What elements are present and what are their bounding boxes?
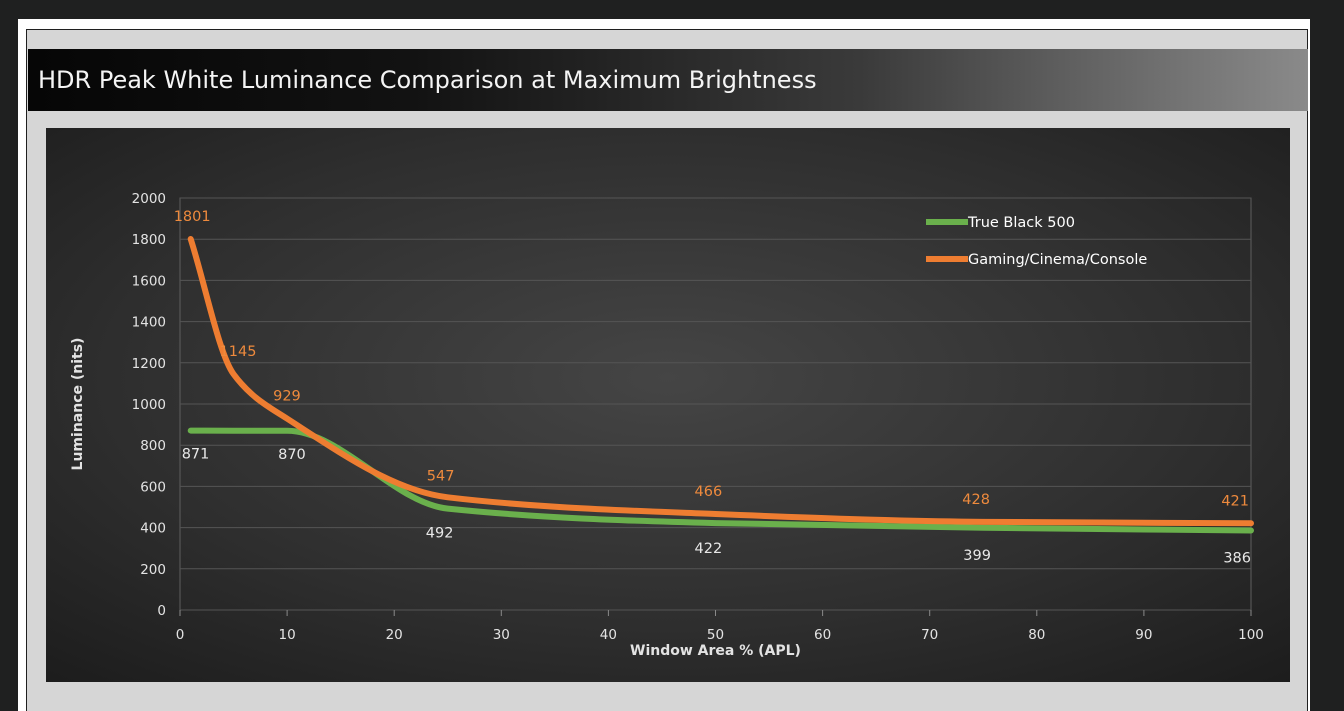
y-tick-label: 600 [140,479,166,495]
chart-frame: HDR Peak White Luminance Comparison at M… [26,29,1308,711]
data-label-gaming: 428 [962,492,990,508]
data-label-gaming: 466 [695,484,723,500]
data-label-true-black: 492 [426,526,454,542]
data-label-true-black: 386 [1223,550,1251,566]
y-tick-label: 800 [140,438,166,454]
data-label-layer: 871 870 492 422 399 386 1801 1145 929 547 466 428 42… [174,209,1251,566]
y-tick-label: 1600 [132,273,166,289]
data-label-gaming: 929 [273,389,301,405]
y-tick-label: 2000 [132,191,166,207]
luminance-line-chart: 0 200 400 600 800 1000 1200 1400 1600 1800 2000 0 10… [46,128,1290,682]
y-axis-title: Luminance (nits) [70,338,86,471]
y-tick-label: 1800 [132,232,166,248]
legend-label-0: True Black 500 [967,215,1075,231]
series-line-0 [187,427,1254,534]
data-label-true-black: 422 [695,541,723,557]
y-tick-label: 1200 [132,356,166,372]
x-tick-label: 10 [279,627,296,643]
y-tick-label: 1000 [132,397,166,413]
legend: True Black 500 Gaming/Cinema/Console [926,215,1147,268]
y-tick-label: 0 [157,603,166,619]
data-label-true-black: 870 [278,447,306,463]
x-tick-label: 0 [176,627,185,643]
chart-area: 0 200 400 600 800 1000 1200 1400 1600 1800 2000 0 10… [46,128,1290,682]
x-tick-label: 60 [814,627,831,643]
series-layer [187,235,1254,534]
series-line-1 [187,235,1254,527]
x-tick-label: 20 [386,627,403,643]
x-tick-label: 50 [707,627,724,643]
x-tick-label: 70 [921,627,938,643]
y-tick-label: 400 [140,521,166,537]
chart-background [46,128,1290,682]
legend-label-1: Gaming/Cinema/Console [968,252,1147,268]
data-label-gaming: 1145 [220,344,257,360]
data-label-true-black: 399 [963,548,991,564]
x-tick-label: 100 [1238,627,1264,643]
x-tick-label: 30 [493,627,510,643]
chart-panel: HDR Peak White Luminance Comparison at M… [18,19,1310,711]
data-label-gaming: 547 [427,468,455,484]
x-tick-label: 40 [600,627,617,643]
x-axis-title: Window Area % (APL) [630,643,801,659]
axis-layer: 0 200 400 600 800 1000 1200 1400 1600 1800 2000 0 10… [132,191,1264,643]
x-tick-label: 90 [1135,627,1152,643]
y-tick-label: 200 [140,562,166,578]
data-label-gaming: 421 [1221,493,1249,509]
data-label-gaming: 1801 [174,209,211,225]
x-tick-label: 80 [1028,627,1045,643]
y-tick-label: 1400 [132,315,166,331]
title-bar: HDR Peak White Luminance Comparison at M… [28,49,1308,111]
chart-title: HDR Peak White Luminance Comparison at M… [38,66,817,94]
data-label-true-black: 871 [182,447,210,463]
